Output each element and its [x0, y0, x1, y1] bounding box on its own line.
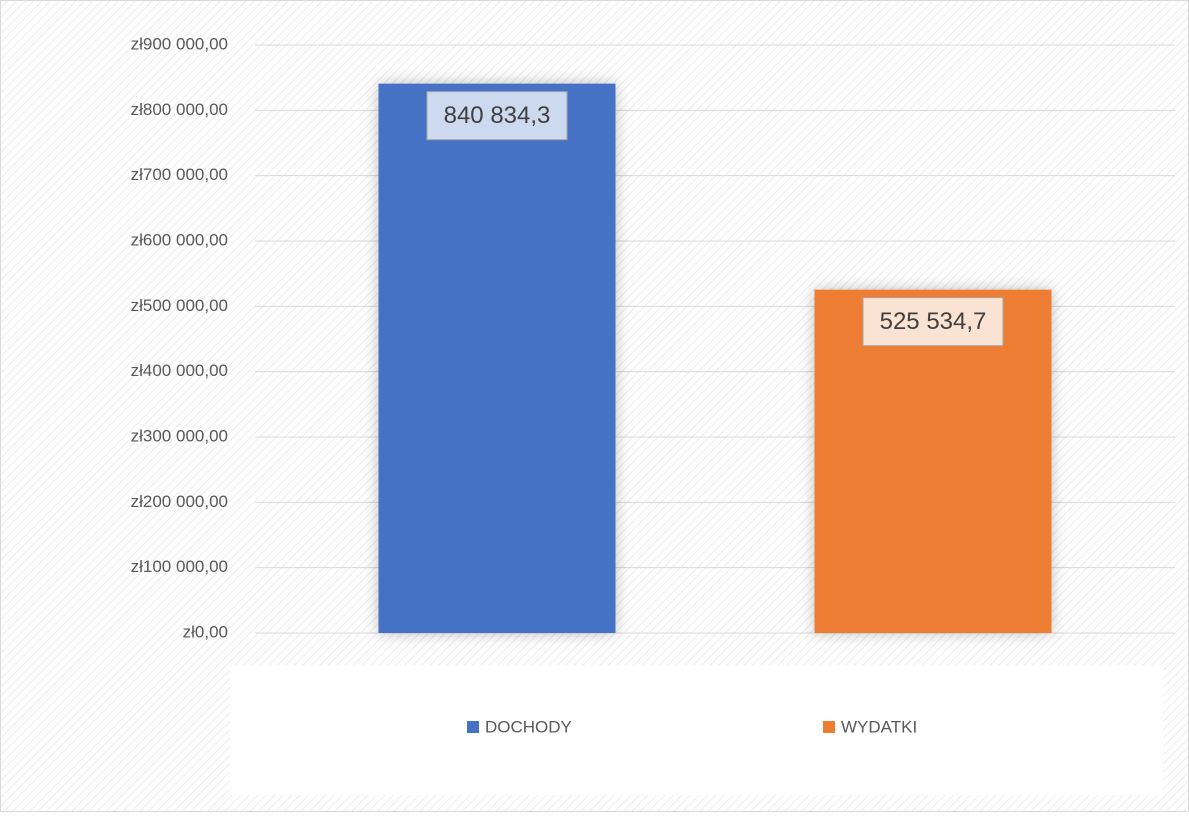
- data-label: 840 834,3: [444, 102, 551, 129]
- data-label: 525 534,7: [880, 308, 987, 335]
- y-tick-label: zł800 000,00: [131, 100, 228, 119]
- y-tick-label: zł200 000,00: [131, 492, 228, 511]
- legend-swatch: [467, 721, 479, 733]
- data-label-box: [862, 297, 1004, 347]
- bar: [378, 83, 616, 634]
- y-tick-label: zł100 000,00: [131, 557, 228, 576]
- legend-label: WYDATKI: [841, 717, 917, 736]
- data-label-box: [426, 91, 568, 141]
- y-tick-label: zł400 000,00: [131, 361, 228, 380]
- y-tick-label: zł900 000,00: [131, 34, 228, 53]
- y-tick-label: zł600 000,00: [131, 230, 228, 249]
- y-tick-label: zł300 000,00: [131, 426, 228, 445]
- bar: [814, 289, 1052, 633]
- legend-swatch: [823, 721, 835, 733]
- y-tick-label: zł500 000,00: [131, 296, 228, 315]
- legend-label: DOCHODY: [485, 717, 572, 736]
- y-tick-label: zł700 000,00: [131, 165, 228, 184]
- y-tick-label: zł0,00: [183, 622, 228, 641]
- legend-box: [230, 665, 1163, 795]
